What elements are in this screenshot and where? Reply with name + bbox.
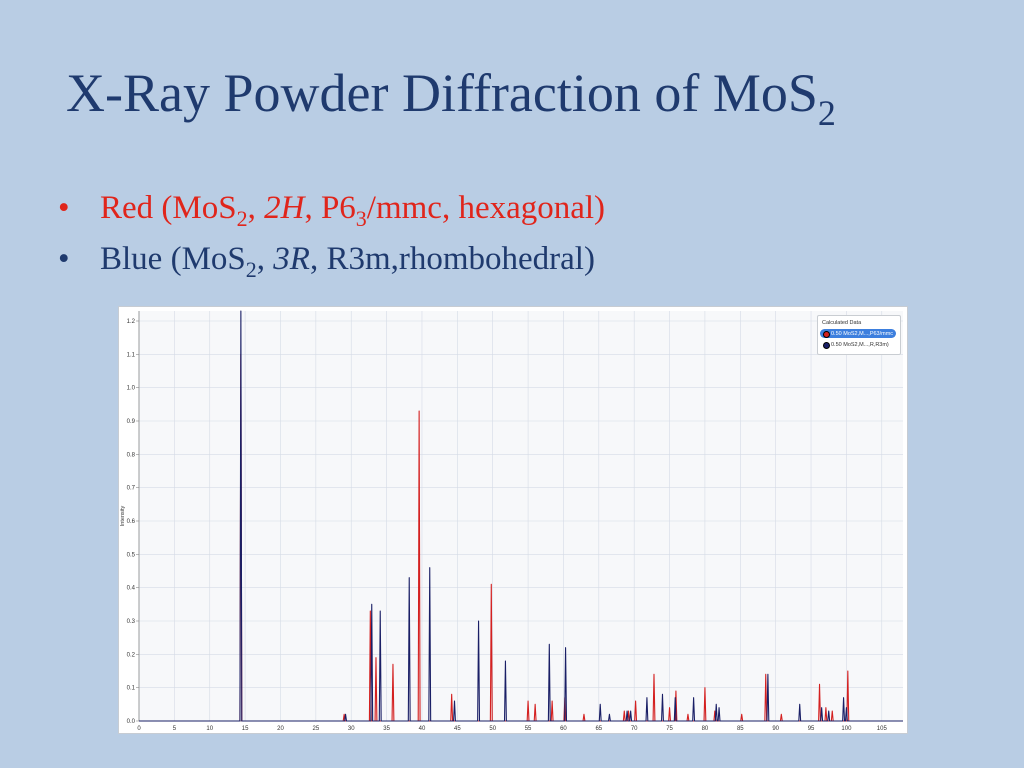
bullet-text: , P6: [304, 190, 356, 226]
y-tick-label: 0.9: [127, 419, 136, 425]
xrd-chart: 0 5 10 15 20 25 30 35 40 45 50 55 60 65 70 75 80 85 90 95 10…: [118, 306, 908, 734]
xrd-chart-svg: 0 5 10 15 20 25 30 35 40 45 50 55 60 65 70 75 80 85 90 95 10…: [120, 310, 903, 732]
x-tick-label: 50: [489, 726, 496, 732]
chart-legend[interactable]: Calculated Data 0.50 MoS2,M...,P63/mmc 0…: [817, 315, 901, 355]
plot-area: [139, 311, 903, 721]
x-tick-label: 20: [277, 726, 284, 732]
slide-title-subscript: 2: [817, 93, 836, 133]
bullet-list: • Red (MoS2, 2H, P63/mmc, hexagonal) • Blu…: [58, 190, 605, 292]
legend-label: 0.50 MoS2,M...,P63/mmc: [831, 330, 894, 337]
x-tick-label: 10: [206, 726, 213, 732]
legend-swatch-blue: [823, 342, 830, 349]
x-tick-label: 90: [772, 726, 779, 732]
x-tick-label: 60: [560, 726, 567, 732]
x-tick-label: 80: [702, 726, 709, 732]
y-axis-label: Intensity: [120, 506, 126, 527]
x-tick-label: 25: [313, 726, 320, 732]
x-tick-label: 65: [595, 726, 602, 732]
bullet-text: /mmc, hexagonal): [366, 190, 606, 226]
bullet-blue-3r: • Blue (MoS2, 3R, R3m,rhombohedral): [58, 241, 605, 281]
y-tick-label: 0.4: [127, 586, 136, 592]
y-tick-label: 0.0: [127, 719, 136, 725]
slide-title: X-Ray Powder Diffraction of MoS2: [66, 62, 836, 134]
legend-item-2h[interactable]: 0.50 MoS2,M...,P63/mmc: [820, 329, 896, 338]
bullet-polytype: 2H: [264, 190, 305, 226]
x-tick-label: 15: [242, 726, 249, 732]
bullet-red-2h: • Red (MoS2, 2H, P63/mmc, hexagonal): [58, 190, 606, 230]
y-tick-label: 0.3: [127, 619, 136, 625]
x-tick-label: 55: [525, 726, 532, 732]
x-tick-label: 40: [419, 726, 426, 732]
bullet-subscript: 3: [355, 206, 367, 231]
y-tick-label: 0.1: [127, 686, 136, 692]
bullet-text: , R3m,rhombohedral): [309, 241, 595, 277]
legend-item-3r[interactable]: 0.50 MoS2,M...,R,R3m): [820, 340, 896, 349]
y-tick-label: 0.7: [127, 486, 136, 492]
x-tick-label: 75: [666, 726, 673, 732]
x-tick-label: 35: [383, 726, 390, 732]
x-tick-label: 70: [631, 726, 638, 732]
series-line-blue-3r: [139, 310, 903, 722]
x-tick-label: 100: [841, 726, 852, 732]
x-tick-label: 105: [877, 726, 888, 732]
slide-title-text: X-Ray Powder Diffraction of MoS: [66, 63, 818, 123]
legend-swatch-red: [823, 331, 830, 338]
bullet-dot: •: [58, 190, 70, 226]
y-tick-label: 0.8: [127, 452, 136, 458]
legend-label: 0.50 MoS2,M...,R,R3m): [831, 341, 889, 348]
legend-title: Calculated Data: [822, 320, 862, 326]
y-tick-label: 0.6: [127, 519, 136, 525]
x-tick-label: 30: [348, 726, 355, 732]
x-tick-label: 0: [137, 726, 141, 732]
bullet-subscript: 2: [245, 257, 257, 282]
bullet-text: ,: [247, 190, 265, 226]
bullet-polytype: 3R: [273, 241, 310, 277]
series-line-red-2h: [139, 353, 903, 722]
x-tick-label: 85: [737, 726, 744, 732]
y-tick-label: 0.5: [127, 552, 136, 558]
x-tick-label: 45: [454, 726, 461, 732]
y-tick-label: 1.2: [127, 319, 136, 325]
bullet-dot: •: [58, 241, 70, 277]
bullet-text: Blue (MoS: [100, 241, 246, 277]
x-tick-label: 95: [808, 726, 815, 732]
bullet-text: ,: [256, 241, 274, 277]
y-tick-label: 1.0: [127, 386, 136, 392]
x-tick-label: 5: [173, 726, 177, 732]
y-tick-label: 0.2: [127, 652, 136, 658]
bullet-text: Red (MoS: [100, 190, 237, 226]
bullet-subscript: 2: [236, 206, 248, 231]
y-tick-label: 1.1: [127, 352, 136, 358]
